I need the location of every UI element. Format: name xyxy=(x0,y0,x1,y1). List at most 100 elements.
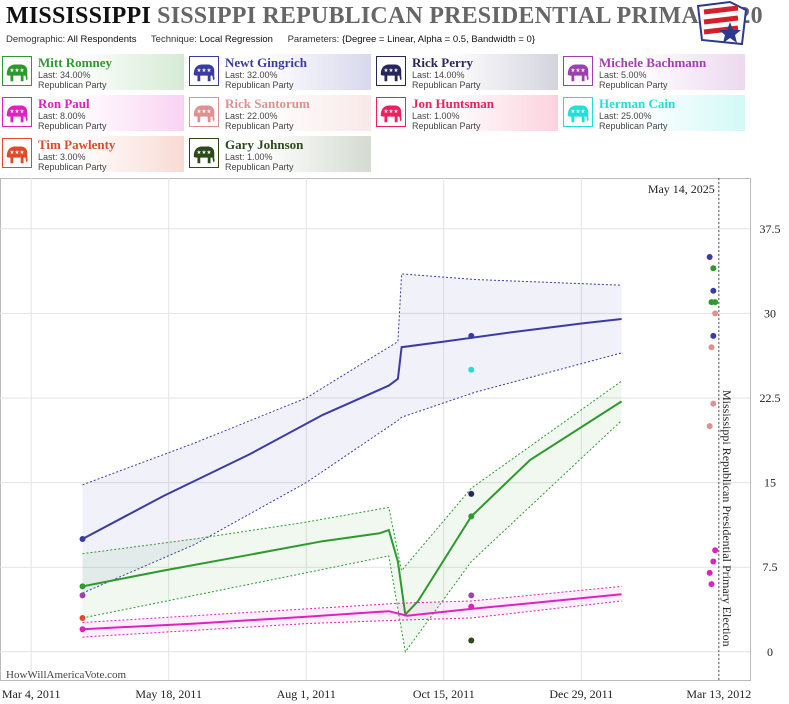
poll-point xyxy=(468,513,475,520)
poll-point xyxy=(706,423,713,430)
candidate-card: ★★★ Mitt Romney Last: 34.00% Republican Par… xyxy=(0,54,184,90)
candidate-card: ★★★ Herman Cain Last: 25.00% Republican Par… xyxy=(561,95,745,131)
candidate-party: Republican Party xyxy=(412,80,481,90)
param-value: All Respondents xyxy=(67,34,137,45)
candidate-card: ★★★ Newt Gingrich Last: 32.00% Republican P… xyxy=(187,54,371,90)
candidate-last-value: Last: 22.00% xyxy=(225,111,278,121)
series-band xyxy=(82,273,622,594)
candidate-last-value: Last: 8.00% xyxy=(38,111,86,121)
elephant-icon: ★★★ xyxy=(189,138,219,168)
poll-point xyxy=(710,332,717,339)
svg-text:★★★: ★★★ xyxy=(196,149,211,156)
title-state: MISSISSIPPI xyxy=(6,3,151,29)
poll-point xyxy=(79,626,86,633)
candidate-card: ★★★ Michele Bachmann Last: 5.00% Republican… xyxy=(561,54,745,90)
y-tick-label: 0 xyxy=(767,645,773,659)
series-line xyxy=(82,593,622,631)
svg-text:★★★: ★★★ xyxy=(570,67,585,74)
y-tick-label: 37.5 xyxy=(760,222,781,236)
candidate-party: Republican Party xyxy=(412,121,481,131)
poll-point xyxy=(468,603,475,610)
poll-point xyxy=(706,569,713,576)
elephant-icon: ★★★ xyxy=(563,56,593,86)
poll-point xyxy=(710,400,717,407)
candidate-last-value: Last: 1.00% xyxy=(412,111,460,121)
flag-star-logo-icon xyxy=(690,0,750,50)
poll-point xyxy=(712,310,719,317)
y-tick-label: 7.5 xyxy=(763,560,778,574)
param-value: {Degree = Linear, Alpha = 0.5, Bandwidth… xyxy=(341,34,536,45)
poll-point xyxy=(79,583,86,590)
candidate-card: ★★★ Rick Perry Last: 14.00% Republican Part… xyxy=(374,54,558,90)
parameters-line: Demographic: All Respondents Technique: … xyxy=(6,34,547,45)
candidate-name: Ron Paul xyxy=(38,96,90,111)
elephant-icon: ★★★ xyxy=(2,56,32,86)
candidate-name: Mitt Romney xyxy=(38,55,113,70)
elephant-icon: ★★★ xyxy=(189,97,219,127)
election-label: Mississippi Republican Presidential Prim… xyxy=(720,390,734,647)
poll-point xyxy=(468,366,475,373)
param-key: Demographic: xyxy=(6,34,66,45)
poll-point xyxy=(79,614,86,621)
series-upper-bound xyxy=(82,380,622,572)
watermark: HowWillAmericaVote.com xyxy=(6,669,126,681)
series-lower-bound xyxy=(82,352,622,594)
svg-text:★★★: ★★★ xyxy=(9,67,24,74)
candidate-name: Rick Perry xyxy=(412,55,474,70)
candidate-name: Jon Huntsman xyxy=(412,96,494,111)
poll-point xyxy=(468,490,475,497)
x-tick-label: Dec 29, 2011 xyxy=(549,687,613,701)
poll-point xyxy=(710,287,717,294)
elephant-icon: ★★★ xyxy=(376,97,406,127)
candidate-card: ★★★ Ron Paul Last: 8.00% Republican Party xyxy=(0,95,184,131)
candidate-last-value: Last: 25.00% xyxy=(599,111,652,121)
x-tick-label: Mar 4, 2011 xyxy=(2,687,61,701)
svg-text:★★★: ★★★ xyxy=(570,108,585,115)
candidate-name: Rick Santorum xyxy=(225,96,310,111)
y-tick-label: 22.5 xyxy=(760,391,781,405)
svg-text:★★★: ★★★ xyxy=(383,108,398,115)
elephant-icon: ★★★ xyxy=(563,97,593,127)
candidate-party: Republican Party xyxy=(38,162,107,172)
x-tick-label: Oct 15, 2011 xyxy=(413,687,475,701)
candidate-last-value: Last: 3.00% xyxy=(38,152,86,162)
poll-point xyxy=(708,344,715,351)
series-line xyxy=(82,400,623,617)
svg-text:★★★: ★★★ xyxy=(196,108,211,115)
plot-frame xyxy=(0,178,751,681)
x-tick-label: May 18, 2011 xyxy=(135,687,202,701)
poll-point xyxy=(710,265,717,272)
series-upper-bound xyxy=(82,585,622,623)
y-tick-label: 30 xyxy=(764,306,776,320)
poll-point xyxy=(468,332,475,339)
chart-header: MISSISSIPPI SISSIPPI REPUBLICAN PRESIDEN… xyxy=(0,0,789,52)
candidate-name: Herman Cain xyxy=(599,96,676,111)
candidate-last-value: Last: 5.00% xyxy=(599,70,647,80)
elephant-icon: ★★★ xyxy=(2,138,32,168)
candidate-name: Tim Pawlenty xyxy=(38,137,116,152)
candidate-party: Republican Party xyxy=(38,121,107,131)
poll-point xyxy=(708,581,715,588)
svg-text:★★★: ★★★ xyxy=(383,67,398,74)
candidate-party: Republican Party xyxy=(225,121,294,131)
y-tick-label: 15 xyxy=(764,476,776,490)
candidate-name: Gary Johnson xyxy=(225,137,304,152)
candidate-party: Republican Party xyxy=(38,80,107,90)
candidate-last-value: Last: 1.00% xyxy=(225,152,273,162)
poll-chart: 0 7.5 15 22.5 30 37.5 Mar 4, 2011 May 18, 2011 A… xyxy=(0,178,789,704)
candidate-party: Republican Party xyxy=(599,121,668,131)
param-key: Technique: xyxy=(150,34,197,45)
x-tick-label: Mar 13, 2012 xyxy=(686,687,751,701)
page-title: MISSISSIPPI SISSIPPI REPUBLICAN PRESIDEN… xyxy=(6,3,763,30)
svg-text:★★★: ★★★ xyxy=(9,149,24,156)
svg-text:★★★: ★★★ xyxy=(9,108,24,115)
candidate-card: ★★★ Rick Santorum Last: 22.00% Republican P… xyxy=(187,95,371,131)
poll-point xyxy=(710,558,717,565)
series-lower-bound xyxy=(82,600,622,638)
poll-point xyxy=(712,547,719,554)
series-band xyxy=(82,381,622,652)
series-band xyxy=(82,586,622,638)
poll-point xyxy=(468,637,475,644)
series-line xyxy=(82,318,622,540)
current-date-label: May 14, 2025 xyxy=(648,182,715,196)
